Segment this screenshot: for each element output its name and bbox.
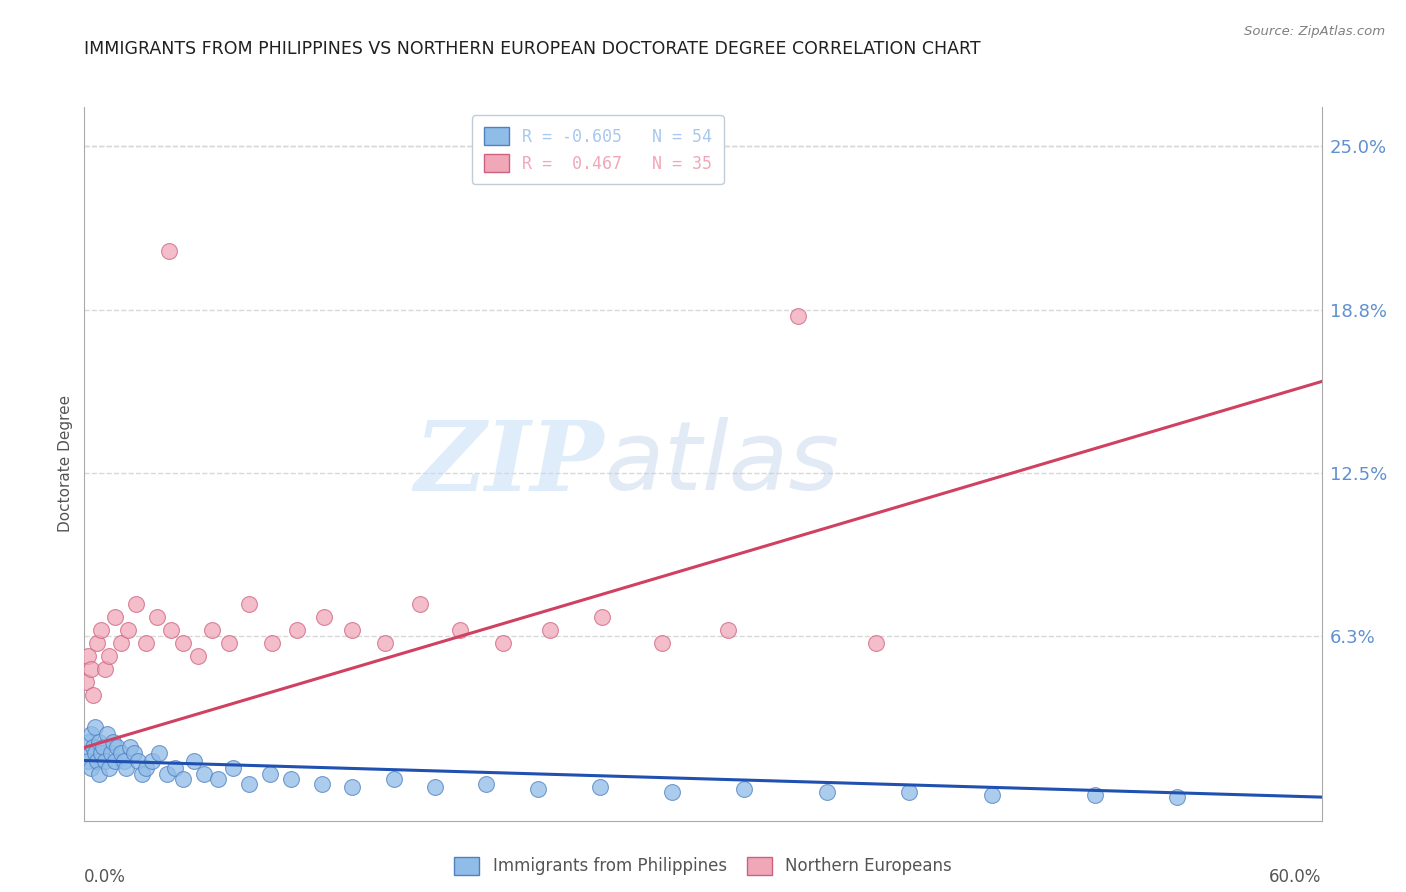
Point <box>260 636 283 650</box>
Point <box>492 636 515 650</box>
Point <box>117 623 139 637</box>
Point <box>135 636 157 650</box>
Text: Source: ZipAtlas.com: Source: ZipAtlas.com <box>1244 25 1385 38</box>
Point <box>218 636 240 650</box>
Point <box>733 782 755 797</box>
Point <box>449 623 471 637</box>
Point <box>103 735 125 749</box>
Point <box>865 636 887 650</box>
Point <box>96 727 118 741</box>
Point <box>79 761 101 775</box>
Point <box>82 688 104 702</box>
Point <box>311 777 333 791</box>
Point <box>661 785 683 799</box>
Point <box>87 735 110 749</box>
Point <box>312 609 335 624</box>
Point <box>222 761 245 775</box>
Point <box>82 740 104 755</box>
Point <box>79 662 101 676</box>
Point <box>238 777 260 791</box>
Point <box>187 648 209 663</box>
Point <box>591 609 613 624</box>
Point <box>91 740 114 755</box>
Point <box>651 636 673 650</box>
Point <box>98 648 121 663</box>
Point <box>94 754 117 768</box>
Point <box>980 788 1002 802</box>
Point <box>110 746 132 760</box>
Point <box>1084 788 1107 802</box>
Point <box>77 735 100 749</box>
Point <box>83 746 105 760</box>
Point <box>77 754 100 768</box>
Point <box>148 746 170 760</box>
Point <box>145 609 167 624</box>
Point <box>259 766 281 780</box>
Point <box>172 772 194 786</box>
Point <box>815 785 838 799</box>
Point <box>75 746 97 760</box>
Point <box>104 609 127 624</box>
Legend: Immigrants from Philippines, Northern Europeans: Immigrants from Philippines, Northern Eu… <box>446 848 960 884</box>
Point <box>90 746 112 760</box>
Point <box>342 780 364 794</box>
Point <box>75 675 97 690</box>
Point <box>374 636 396 650</box>
Point <box>105 740 128 755</box>
Point <box>183 754 205 768</box>
Point <box>135 761 157 775</box>
Point <box>94 662 117 676</box>
Point <box>90 623 112 637</box>
Point <box>83 720 105 734</box>
Point <box>717 623 740 637</box>
Point <box>79 727 101 741</box>
Point <box>98 761 121 775</box>
Point <box>118 740 141 755</box>
Text: IMMIGRANTS FROM PHILIPPINES VS NORTHERN EUROPEAN DOCTORATE DEGREE CORRELATION CH: IMMIGRANTS FROM PHILIPPINES VS NORTHERN … <box>84 40 981 58</box>
Y-axis label: Doctorate Degree: Doctorate Degree <box>58 395 73 533</box>
Point <box>104 754 127 768</box>
Point <box>157 244 180 258</box>
Point <box>86 636 108 650</box>
Point <box>589 780 612 794</box>
Point <box>238 597 260 611</box>
Point <box>114 761 136 775</box>
Point <box>538 623 561 637</box>
Point <box>423 780 446 794</box>
Point <box>110 636 132 650</box>
Point <box>125 597 148 611</box>
Text: atlas: atlas <box>605 417 839 510</box>
Point <box>127 754 149 768</box>
Text: ZIP: ZIP <box>415 417 605 511</box>
Point <box>172 636 194 650</box>
Point <box>786 309 808 323</box>
Point <box>527 782 550 797</box>
Point <box>382 772 405 786</box>
Point <box>201 623 224 637</box>
Point <box>77 648 100 663</box>
Point <box>285 623 308 637</box>
Point <box>165 761 187 775</box>
Point <box>342 623 364 637</box>
Point <box>409 597 432 611</box>
Point <box>156 766 179 780</box>
Point <box>280 772 302 786</box>
Point <box>160 623 183 637</box>
Point <box>207 772 229 786</box>
Point <box>898 785 921 799</box>
Point <box>141 754 163 768</box>
Point <box>193 766 215 780</box>
Point <box>100 746 122 760</box>
Point <box>87 766 110 780</box>
Point <box>122 746 145 760</box>
Text: 0.0%: 0.0% <box>84 868 127 886</box>
Point <box>1166 790 1188 805</box>
Point <box>475 777 498 791</box>
Point <box>86 754 108 768</box>
Point <box>112 754 135 768</box>
Text: 60.0%: 60.0% <box>1270 868 1322 886</box>
Point <box>131 766 153 780</box>
